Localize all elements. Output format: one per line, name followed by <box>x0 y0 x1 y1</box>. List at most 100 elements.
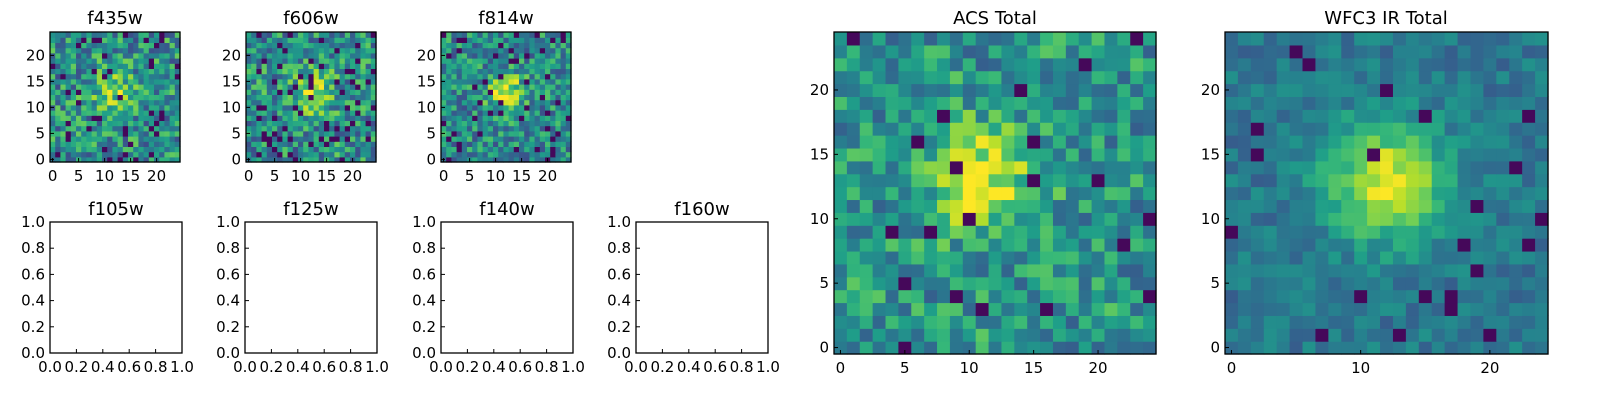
heatmap-cell <box>1315 276 1329 291</box>
heatmap-cell <box>355 73 361 80</box>
heatmap-cell <box>164 104 171 111</box>
heatmap-cell <box>266 115 273 121</box>
heatmap-cell <box>365 125 372 132</box>
x-tick-label: 1.0 <box>170 358 194 376</box>
heatmap-cell <box>1341 276 1355 291</box>
heatmap-cell <box>298 136 304 142</box>
heatmap-cell <box>1418 147 1433 162</box>
heatmap-cell <box>937 32 951 46</box>
heatmap-cell <box>529 37 536 43</box>
heatmap-cell <box>1014 263 1028 278</box>
heatmap-cell <box>272 120 278 127</box>
heatmap-cell <box>477 78 484 85</box>
heatmap-cell <box>1444 135 1459 149</box>
heatmap-cell <box>1431 70 1446 85</box>
heatmap-cell <box>550 63 556 69</box>
heatmap-cell <box>76 84 82 90</box>
heatmap-cell <box>154 63 160 69</box>
heatmap-cell <box>937 238 951 252</box>
heatmap-cell <box>122 73 129 80</box>
heatmap-cell <box>1522 109 1536 123</box>
heatmap-cell <box>1052 83 1067 97</box>
heatmap-cell <box>1040 44 1054 59</box>
heatmap-cell <box>50 125 56 132</box>
heatmap-cell <box>1091 122 1106 136</box>
heatmap-cell <box>508 52 515 59</box>
heatmap-cell <box>898 186 912 201</box>
heatmap-cell <box>1483 96 1497 110</box>
heatmap-cell <box>339 151 346 158</box>
heatmap-cell <box>81 115 87 121</box>
heatmap-cell <box>334 146 341 153</box>
heatmap-cell <box>324 99 330 106</box>
heatmap-cell <box>1354 96 1368 110</box>
heatmap-cell <box>360 120 367 127</box>
heatmap-cell <box>272 125 278 132</box>
heatmap-cell <box>859 250 874 265</box>
heatmap-cell <box>55 156 61 163</box>
heatmap-cell <box>975 263 990 278</box>
heatmap-cell <box>1263 44 1278 59</box>
heatmap-cell <box>76 58 82 64</box>
heatmap-cell <box>503 136 510 142</box>
heatmap-cell <box>1315 263 1329 278</box>
heatmap-cell <box>1289 238 1304 252</box>
heatmap-cell <box>266 151 273 158</box>
heatmap-cell <box>467 125 473 132</box>
heatmap-cell <box>1470 109 1484 123</box>
heatmap-cell <box>472 58 478 64</box>
heatmap-cell <box>503 156 510 163</box>
heatmap-cell <box>1117 225 1131 239</box>
heatmap-cell <box>482 89 489 95</box>
heatmap-cell <box>539 130 546 137</box>
heatmap-cell <box>539 99 546 106</box>
heatmap-cell <box>128 78 134 85</box>
heatmap-cell <box>834 302 848 316</box>
heatmap-cell <box>303 130 309 137</box>
heatmap-cell <box>472 32 478 38</box>
heatmap-cell <box>1014 341 1028 355</box>
heatmap-cell <box>1315 289 1329 304</box>
heatmap-cell <box>1225 32 1239 46</box>
heatmap-cell <box>148 78 155 85</box>
heatmap-cell <box>174 63 181 69</box>
heatmap-cell <box>313 151 320 158</box>
heatmap-cell <box>937 57 951 72</box>
heatmap-cell <box>524 115 530 121</box>
heatmap-cell <box>50 58 56 64</box>
heatmap-cell <box>1078 289 1093 304</box>
heatmap-cell <box>292 78 299 85</box>
heatmap-cell <box>1225 147 1239 162</box>
heatmap-cell <box>133 104 139 111</box>
heatmap-cell <box>529 47 536 54</box>
heatmap-cell <box>107 120 113 127</box>
heatmap-cell <box>318 58 325 64</box>
heatmap-cell <box>962 263 977 278</box>
heatmap-cell <box>148 156 155 163</box>
heatmap-cell <box>872 147 887 162</box>
heatmap-cell <box>451 84 458 90</box>
heatmap-cell <box>545 104 551 111</box>
heatmap-cell <box>461 130 468 137</box>
heatmap-cell <box>1091 250 1106 265</box>
heatmap-cell <box>859 225 874 239</box>
heatmap-cell <box>1263 109 1278 123</box>
heatmap-cell <box>65 89 72 95</box>
heatmap-cell <box>1289 341 1304 355</box>
heatmap-cell <box>534 84 541 90</box>
heatmap-cell <box>1237 122 1252 136</box>
heatmap-cell <box>911 70 925 85</box>
heatmap-cell <box>446 47 452 54</box>
heatmap-cell <box>133 120 139 127</box>
heatmap-cell <box>1483 147 1497 162</box>
heatmap-cell <box>1405 199 1420 213</box>
heatmap-cell <box>513 99 520 106</box>
heatmap-cell <box>446 110 452 116</box>
heatmap-cell <box>261 37 268 43</box>
heatmap-cell <box>467 78 473 85</box>
heatmap-cell <box>1367 96 1381 110</box>
heatmap-cell <box>1130 147 1144 162</box>
heatmap-cell <box>560 73 567 80</box>
heatmap-cell <box>1014 289 1028 304</box>
heatmap-cell <box>1104 315 1118 329</box>
